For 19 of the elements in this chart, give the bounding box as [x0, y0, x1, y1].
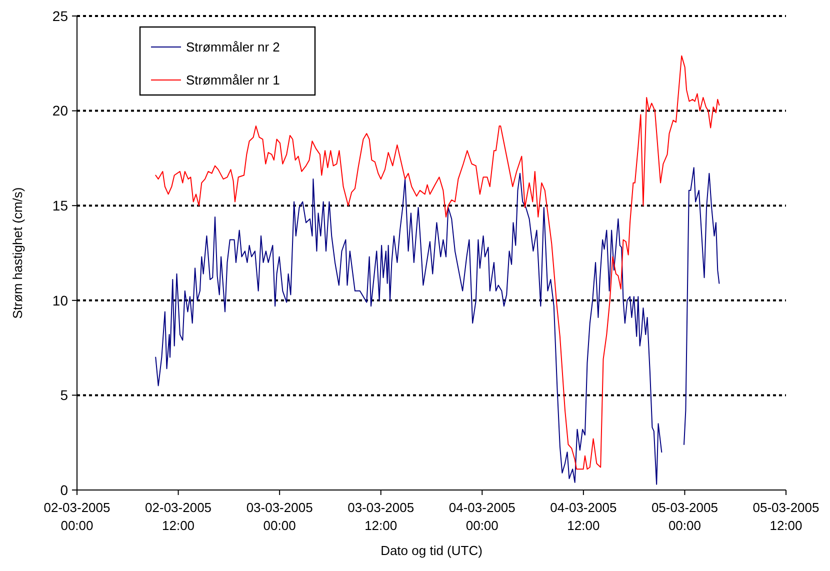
y-tick-label: 0	[60, 482, 68, 498]
x-tick-label: 04-03-2005 00:00	[448, 500, 516, 533]
y-tick-label: 25	[52, 8, 68, 24]
x-tick-label: 04-03-2005 12:00	[550, 500, 617, 533]
x-tick-label: 02-03-2005 12:00	[145, 500, 212, 533]
line-series	[155, 55, 720, 470]
x-tick-label: 05-03-2005 12:00	[752, 500, 820, 533]
x-tick-label: 02-03-2005 00:00	[44, 500, 110, 533]
x-axis-title: Dato og tid (UTC)	[380, 543, 482, 558]
x-tick-label: 03-03-2005 00:00	[246, 500, 313, 533]
y-tick-label: 15	[52, 198, 68, 214]
x-tick-label: 05-03-2005 00:00	[651, 500, 718, 533]
y-tick-label: 20	[52, 102, 68, 119]
legend-label: Strømmåler nr 1	[186, 72, 280, 88]
y-tick-label: 5	[60, 387, 68, 404]
y-tick-label: 10	[52, 292, 68, 308]
y-axis-title: Strøm hastighet (cm/s)	[10, 187, 25, 319]
x-tick-label: 03-03-2005 12:00	[348, 500, 414, 533]
legend-label: Strømmåler nr 2	[186, 40, 280, 55]
